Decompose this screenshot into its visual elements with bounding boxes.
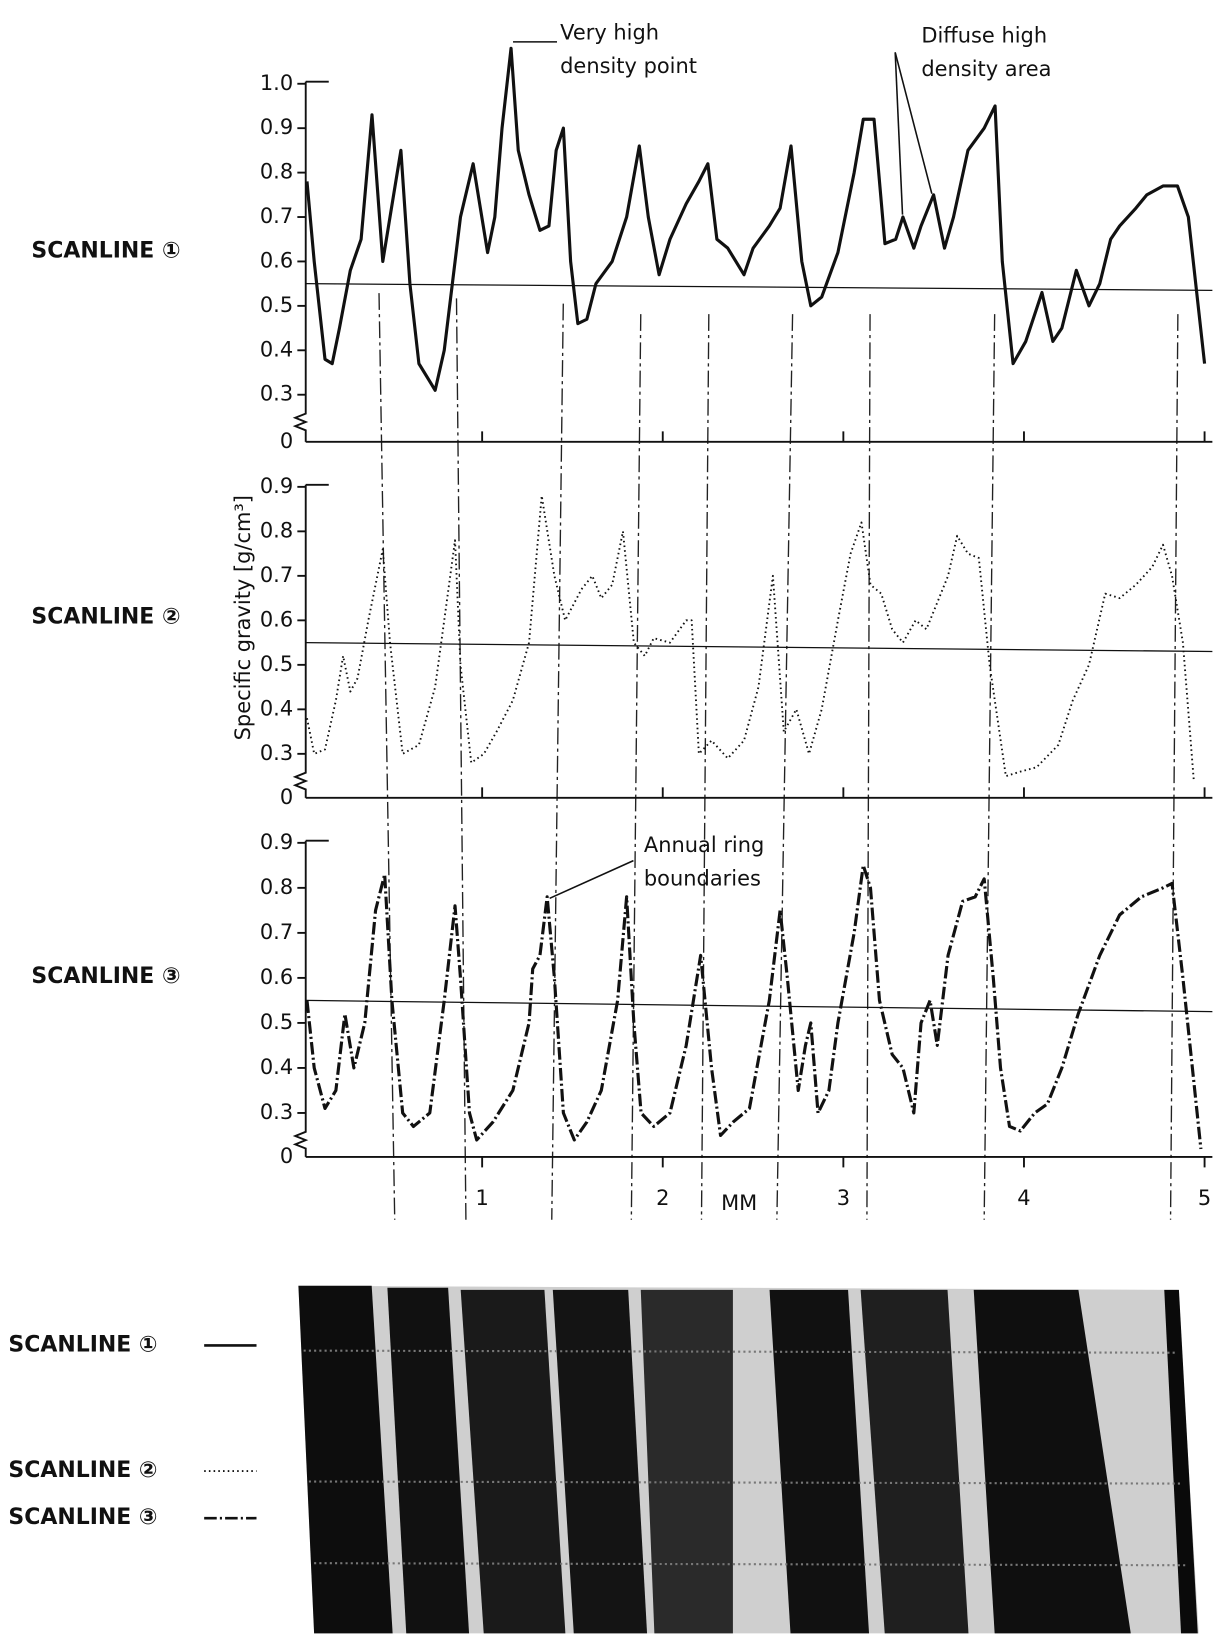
- y-tick-label: 0.9: [260, 474, 293, 498]
- scanline-label: SCANLINE ②: [31, 605, 180, 630]
- y-tick-label: 0.9: [260, 830, 293, 854]
- y-tick-label: 0.4: [260, 337, 293, 361]
- y-axis: [292, 840, 309, 1157]
- image-legend-label: SCANLINE ③: [8, 1505, 157, 1530]
- y-tick-label: 0.6: [260, 248, 293, 272]
- y-tick-label: 0.6: [260, 607, 293, 631]
- y-tick-label: 0.9: [260, 115, 293, 139]
- x-axis-label: MM: [721, 1191, 757, 1215]
- annotation-leader: [894, 52, 933, 194]
- y-tick-label: 0.4: [260, 696, 293, 720]
- annotation: Annual ring: [644, 833, 764, 857]
- y-tick-label: 0.8: [260, 875, 293, 899]
- y-break-label: 0: [280, 1144, 293, 1168]
- y-tick-label: 0.3: [260, 741, 293, 765]
- x-tick-label: 4: [1017, 1186, 1030, 1210]
- density-line: [305, 46, 1207, 392]
- reference-line: [305, 283, 1213, 291]
- y-axis: [292, 484, 309, 798]
- image-legend-label: SCANLINE ②: [8, 1458, 157, 1483]
- annotation-leader: [549, 859, 634, 900]
- y-tick-label: 0.4: [260, 1055, 293, 1079]
- y-tick-label: 0.7: [260, 563, 293, 587]
- y-tick-label: 0.7: [260, 204, 293, 228]
- y-tick-label: 0.6: [260, 965, 293, 989]
- annotation: Very high: [560, 21, 659, 45]
- y-tick-label: 1.0: [260, 71, 293, 95]
- image-legend-label: SCANLINE ①: [8, 1332, 157, 1357]
- y-axis-label: Specific gravity [g/cm³]: [231, 495, 255, 740]
- reference-line: [305, 999, 1213, 1013]
- wood-section-image: [298, 1285, 1199, 1634]
- annotation: Diffuse high: [921, 24, 1047, 48]
- y-tick-label: 0.7: [260, 920, 293, 944]
- scanline-label: SCANLINE ①: [31, 238, 180, 263]
- x-tick-label: 5: [1198, 1186, 1211, 1210]
- y-tick-label: 0.5: [260, 652, 293, 676]
- figure-body: 0 0.3 0.4 0.5 0.6 0.7 0.8 0.9 1.0 SCANLINE ① 0 0.3 0…: [8, 21, 1213, 1634]
- annotation-leader: [894, 52, 904, 215]
- annotation: boundaries: [644, 866, 761, 890]
- annotation: density area: [921, 57, 1051, 81]
- y-axis: [292, 81, 309, 442]
- y-break-label: 0: [280, 429, 293, 453]
- density-line: [305, 863, 1203, 1150]
- reference-line: [305, 641, 1213, 653]
- annotation: density point: [560, 54, 697, 78]
- y-tick-label: 0.3: [260, 382, 293, 406]
- y-tick-label: 0.8: [260, 518, 293, 542]
- y-tick-label: 0.8: [260, 160, 293, 184]
- x-tick-label: 2: [656, 1186, 669, 1210]
- y-tick-label: 0.5: [260, 1010, 293, 1034]
- scanline-label: SCANLINE ③: [31, 964, 180, 989]
- x-tick-label: 1: [475, 1186, 488, 1210]
- y-tick-label: 0.5: [260, 293, 293, 317]
- density-line: [306, 494, 1195, 781]
- y-break-label: 0: [280, 785, 293, 809]
- y-tick-label: 0.3: [260, 1100, 293, 1124]
- x-tick-label: 3: [837, 1186, 850, 1210]
- ring-boundary-lines: [378, 293, 1179, 1220]
